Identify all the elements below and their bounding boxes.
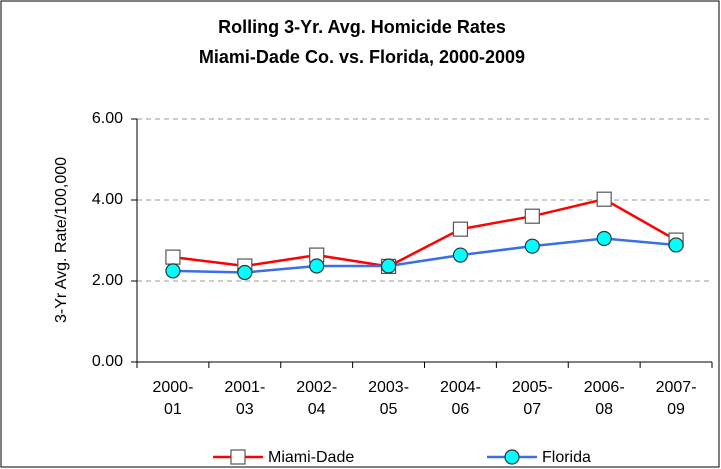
x-tick-label: 2002- 04 xyxy=(296,379,338,418)
chart-title: Rolling 3-Yr. Avg. Homicide Rates xyxy=(218,17,506,37)
marker xyxy=(452,247,469,263)
marker xyxy=(596,191,612,207)
marker xyxy=(165,249,181,265)
x-tick-label: 2007- 09 xyxy=(655,379,697,418)
y-tick-label: 6.00 xyxy=(92,110,123,127)
series-line xyxy=(172,197,677,268)
marker xyxy=(504,449,520,465)
x-tick-label: 2001- 03 xyxy=(224,379,266,418)
x-tick-label: 2006- 08 xyxy=(583,379,625,418)
marker xyxy=(452,221,469,237)
marker xyxy=(668,237,684,253)
marker xyxy=(524,208,540,224)
legend-label: Florida xyxy=(542,449,591,466)
y-tick-label: 0.00 xyxy=(92,353,123,370)
marker xyxy=(596,230,612,247)
x-tick-label: 2005- 07 xyxy=(511,379,553,418)
marker xyxy=(165,263,181,279)
legend-label: Miami-Dade xyxy=(268,449,354,466)
marker xyxy=(309,258,325,274)
chart-subtitle: Miami-Dade Co. vs. Florida, 2000-2009 xyxy=(199,47,525,67)
x-tick-label: 2000- 01 xyxy=(152,379,194,418)
marker xyxy=(380,258,397,274)
marker xyxy=(237,264,253,281)
y-tick-label: 4.00 xyxy=(92,191,123,208)
x-tick-label: 2003- 05 xyxy=(368,379,410,418)
marker xyxy=(230,449,246,465)
y-tick-label: 2.00 xyxy=(92,272,123,289)
marker xyxy=(524,238,540,254)
series-line xyxy=(172,237,677,274)
y-axis-label: 3-Yr Avg. Rate/100,000 xyxy=(53,157,70,323)
x-tick-label: 2004- 06 xyxy=(439,379,481,418)
